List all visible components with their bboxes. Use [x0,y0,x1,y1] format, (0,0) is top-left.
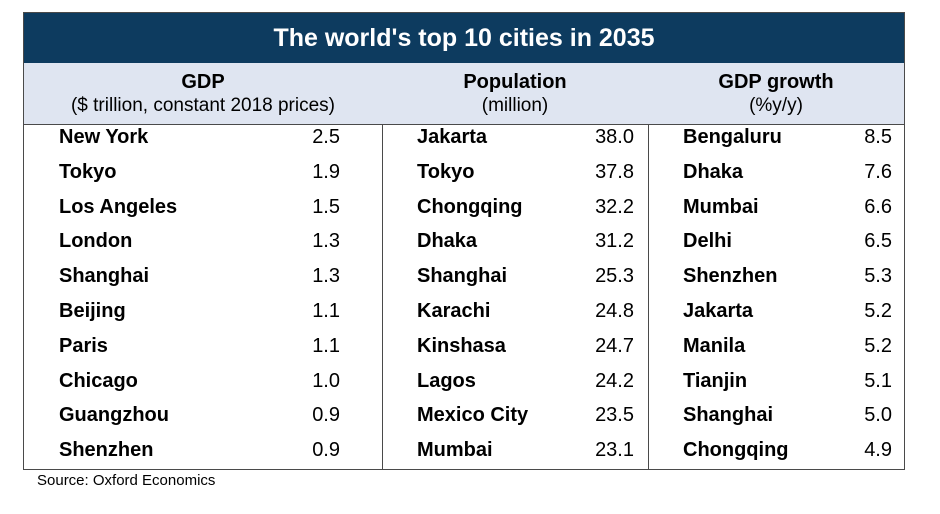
gdp-value-label: 1.1 [312,300,340,322]
gdp-city-label: Chicago [59,369,138,392]
gdp-column-header: GDP ($ trillion, constant 2018 prices) [24,63,382,125]
population-value-label: 25.3 [595,265,634,288]
gdp-growth-value-label: 5.3 [864,265,892,288]
population-value-label: 23.5 [595,404,634,427]
gdp-city-label: Shanghai [59,265,150,288]
gdp-growth-city-label: Mumbai [683,195,759,218]
population-city-label: Mexico City [417,404,529,427]
gdp-growth-city-label: Bengaluru [683,126,782,148]
table-frame: The world's top 10 cities in 2035 GDP ($… [23,12,905,470]
gdp-growth-value-label: 6.6 [864,195,892,218]
gdp-growth-value-label: 5.2 [864,334,892,357]
population-subheader: (million) [481,95,549,116]
gdp-city-label: Beijing [59,300,126,322]
population-value-label: 23.1 [595,439,634,462]
gdp-value-label: 2.5 [312,126,340,148]
gdp-value-label: 1.3 [312,265,340,288]
gdp-city-label: London [59,230,133,253]
gdp-growth-city-label: Tianjin [683,369,748,392]
gdp-growth-city-label: Dhaka [683,160,744,183]
population-value-label: 24.7 [595,334,634,357]
gdp-growth-city-label: Delhi [683,230,732,253]
gdp-value-label: 1.5 [312,195,340,218]
population-column-header: Population (million) [382,63,648,125]
gdp-header: GDP [181,71,225,93]
gdp-city-label: Shenzhen [59,439,154,462]
population-value-label: 38.0 [595,126,634,148]
population-city-label: Chongqing [417,195,523,218]
gdp-city-label: Los Angeles [59,195,178,218]
gdp-growth-value-label: 5.2 [864,300,892,322]
population-value-label: 37.8 [595,160,634,183]
gdp-growth-city-label: Shenzhen [683,265,778,288]
gdp-value-label: 1.9 [312,160,340,183]
gdp-growth-value-label: 5.1 [864,369,892,392]
gdp-growth-value-label: 4.9 [864,439,892,462]
gdp-growth-value-label: 5.0 [864,404,892,427]
gdp-value-label: 1.1 [312,334,340,357]
gdp-growth-header: GDP growth [718,71,834,93]
population-city-label: Tokyo [417,160,475,183]
gdp-growth-city-label: Jakarta [683,300,754,322]
gdp-city-label: Paris [59,334,108,357]
population-value-label: 31.2 [595,230,634,253]
gdp-city-label: Tokyo [59,160,117,183]
gdp-value-label: 1.0 [312,369,340,392]
source-note: Source: Oxford Economics [37,472,216,489]
population-city-label: Dhaka [417,230,478,253]
population-city-label: Kinshasa [417,334,506,357]
gdp-value-label: 0.9 [312,404,340,427]
population-city-label: Lagos [417,369,476,392]
gdp-value-label: 1.3 [312,230,340,253]
gdp-growth-value-label: 6.5 [864,230,892,253]
population-value-label: 24.2 [595,369,634,392]
gdp-city-label: Guangzhou [59,404,169,427]
gdp-subheader: ($ trillion, constant 2018 prices) [70,95,335,116]
gdp-growth-city-label: Chongqing [683,439,789,462]
gdp-growth-value-label: 7.6 [864,160,892,183]
header-band: GDP ($ trillion, constant 2018 prices) P… [24,63,904,125]
population-city-label: Karachi [417,300,491,322]
gdp-value-label: 0.9 [312,439,340,462]
column-divider [382,125,383,469]
gdp-growth-subheader: (%y/y) [749,95,803,116]
chart-title: The world's top 10 cities in 2035 [24,13,904,63]
gdp-growth-city-label: Shanghai [683,404,774,427]
population-city-label: Shanghai [417,265,508,288]
gdp-city-label: New York [59,126,149,148]
population-header: Population [463,71,567,93]
gdp-growth-column-header: GDP growth (%y/y) [648,63,904,125]
population-value-label: 32.2 [595,195,634,218]
column-divider [648,125,649,469]
gdp-growth-value-label: 8.5 [864,126,892,148]
population-value-label: 24.8 [595,300,634,322]
population-city-label: Jakarta [417,126,488,148]
population-city-label: Mumbai [417,439,493,462]
gdp-growth-city-label: Manila [683,334,746,357]
